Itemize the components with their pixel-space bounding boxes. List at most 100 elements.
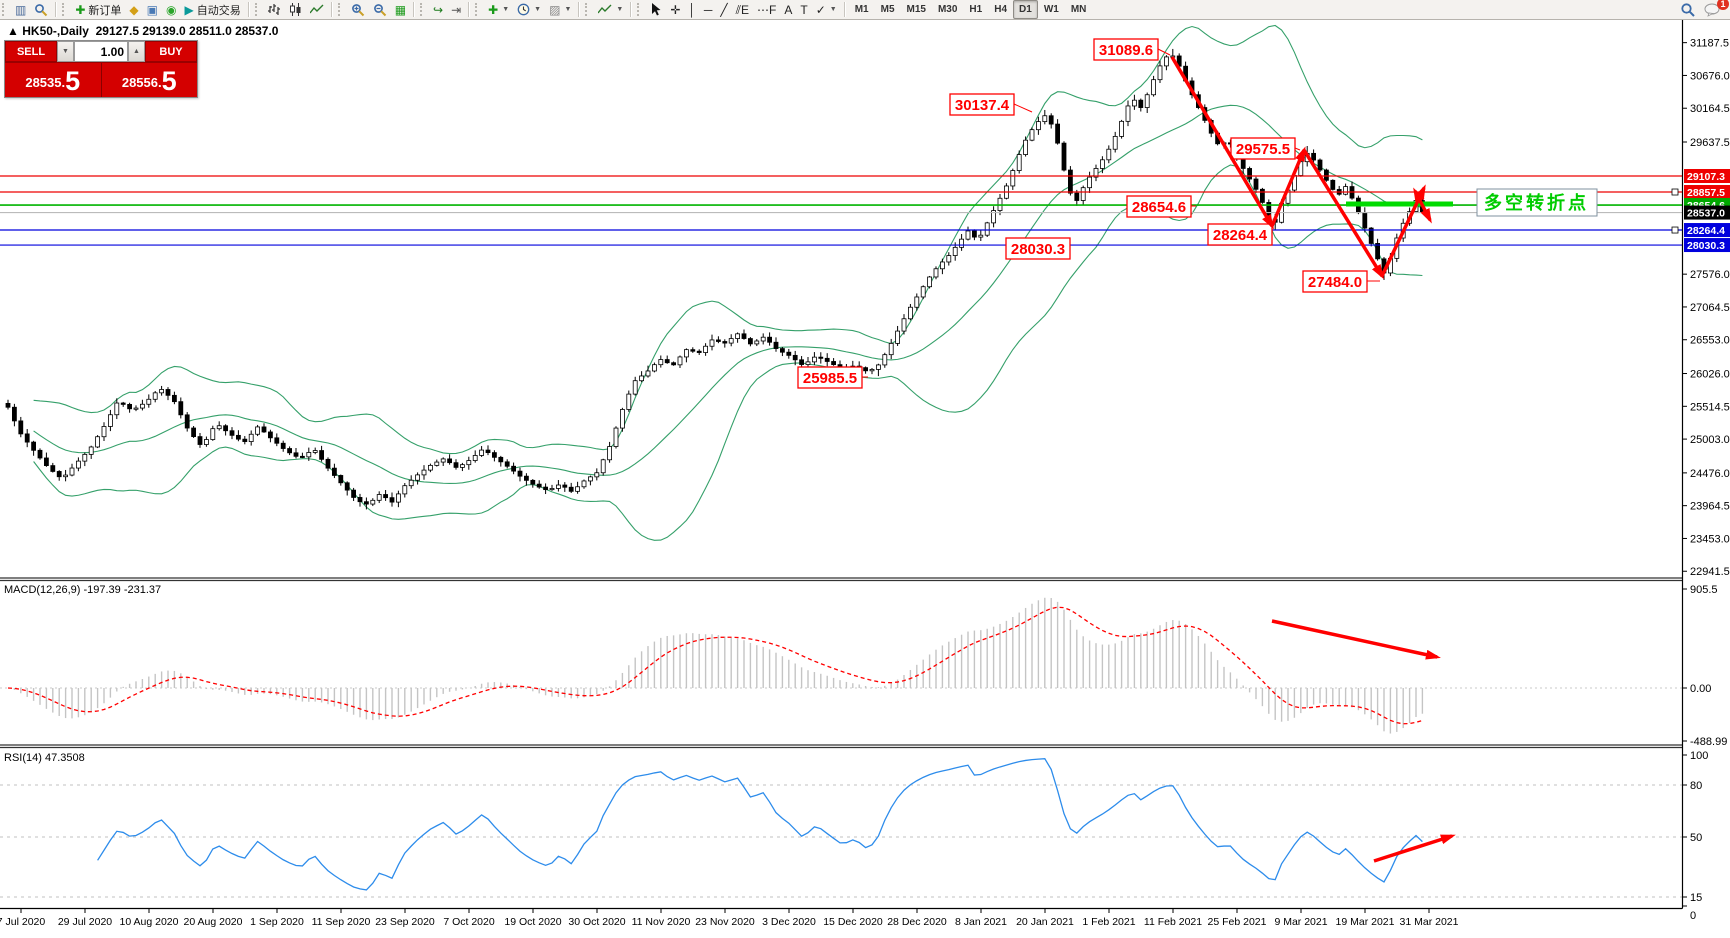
buy-price-pip: 5 — [161, 66, 177, 96]
price-tick: 26553.0 — [1690, 335, 1730, 347]
svg-text:多空转折点: 多空转折点 — [1484, 192, 1589, 213]
timeframe-MN[interactable]: MN — [1070, 4, 1087, 15]
svg-text:25985.5: 25985.5 — [803, 370, 857, 387]
price-tick: 30164.5 — [1690, 103, 1730, 115]
svg-text:0.00: 0.00 — [1690, 683, 1711, 695]
zoom-out-icon[interactable] — [369, 0, 391, 19]
price-annotation: 27484.0 — [1302, 270, 1380, 293]
toolbar-separator — [468, 2, 471, 17]
price-tick: 27576.0 — [1690, 269, 1730, 281]
price-annotation: 25985.5 — [797, 366, 868, 389]
toolbar-separator — [843, 2, 846, 17]
timeframe-M1[interactable]: M1 — [854, 4, 869, 15]
templates-button[interactable]: ▨ ▼ — [549, 2, 572, 17]
symbol-name: HK50-,Daily — [22, 24, 89, 38]
svg-text:29107.3: 29107.3 — [1687, 171, 1725, 183]
buy-button[interactable]: BUY — [145, 41, 197, 62]
price-tag — [1684, 185, 1730, 200]
price-tick: 29637.5 — [1690, 137, 1730, 149]
date-tick: 11 Sep 2020 — [312, 916, 371, 928]
text-icon[interactable]: A — [784, 2, 793, 17]
date-tick: 9 Mar 2021 — [1274, 916, 1327, 928]
toolbar-separator — [413, 2, 416, 17]
timeframe-D1[interactable]: D1 — [1013, 0, 1038, 19]
date-tick: 23 Sep 2020 — [375, 916, 435, 928]
svg-text:28030.3: 28030.3 — [1011, 241, 1065, 258]
buy-price[interactable]: 28556. 5 — [102, 63, 198, 97]
sell-price[interactable]: 28535. 5 — [5, 63, 101, 97]
toolbar-separator — [630, 2, 633, 17]
price-tick: 23453.0 — [1690, 533, 1730, 545]
price-annotation: 28030.3 — [1005, 237, 1071, 260]
crosshair-icon[interactable]: ✛ — [670, 2, 681, 17]
cleanup-icon[interactable]: ◆ — [129, 2, 139, 17]
text-label-icon[interactable]: T — [800, 2, 808, 17]
price-annotation: 28264.4 — [1207, 223, 1273, 246]
timeframe-H4[interactable]: H4 — [994, 4, 1008, 15]
periods-button[interactable]: ▼ — [513, 0, 545, 19]
toolbar-grip — [475, 3, 482, 16]
date-tick: 20 Jan 2021 — [1016, 916, 1074, 928]
date-tick: 7 Oct 2020 — [443, 916, 495, 928]
timeframe-M30[interactable]: M30 — [937, 4, 958, 15]
timeframe-H1[interactable]: H1 — [969, 4, 983, 15]
new-order-button[interactable]: ✚ 新订单 — [75, 2, 122, 17]
timeframe-W1[interactable]: W1 — [1043, 4, 1059, 15]
svg-text:28264.4: 28264.4 — [1687, 225, 1725, 237]
terminal-icon[interactable]: ▣ — [146, 2, 158, 17]
toolbar-grip — [337, 3, 345, 16]
bars-chart-icon[interactable] — [264, 0, 285, 19]
toolbar-grip — [62, 3, 69, 16]
volume-decrease-button[interactable]: ▼ — [57, 41, 74, 62]
indicators-button[interactable]: ✚ ▼ — [488, 2, 510, 17]
date-tick: 20 Aug 2020 — [184, 916, 243, 928]
search-icon[interactable] — [1680, 2, 1696, 18]
line-chart-icon[interactable] — [306, 0, 328, 19]
horizontal-line-icon[interactable]: ─ — [703, 2, 713, 17]
date-tick: 1 Sep 2020 — [250, 916, 304, 928]
chart-shift-icon[interactable]: ⇥ — [451, 2, 462, 17]
autotrading-button[interactable]: ▶ 自动交易 — [184, 2, 241, 17]
vertical-line-icon[interactable]: │ — [688, 2, 696, 17]
svg-text:31089.6: 31089.6 — [1099, 42, 1153, 59]
svg-text:100: 100 — [1690, 750, 1708, 762]
fibonacci-icon[interactable]: ⋯F — [757, 2, 777, 17]
cursor-icon[interactable] — [646, 0, 666, 19]
trend-arrow — [1170, 56, 1275, 230]
date-tick: 11 Feb 2021 — [1144, 916, 1202, 928]
toolbar-separator — [330, 2, 333, 17]
date-tick: 23 Nov 2020 — [695, 916, 755, 928]
svg-text:905.5: 905.5 — [1690, 584, 1718, 596]
chart-window-icon[interactable]: ▥ — [15, 2, 27, 17]
date-tick: 28 Dec 2020 — [887, 916, 947, 928]
date-tick: 10 Aug 2020 — [120, 916, 179, 928]
trendline-icon[interactable]: ╱ — [720, 2, 728, 17]
tile-windows-icon[interactable]: ▦ — [394, 2, 407, 17]
signals-icon[interactable]: ◉ — [165, 2, 177, 17]
date-tick: 30 Oct 2020 — [568, 916, 625, 928]
arrows-button[interactable]: ✓ ▼ — [815, 2, 837, 17]
price-tick: 25003.0 — [1690, 434, 1730, 446]
timeframe-M5[interactable]: M5 — [880, 4, 895, 15]
collapse-triangle-icon[interactable]: ▲ — [7, 24, 19, 38]
equidistant-channel-icon[interactable]: ⫽E — [735, 2, 749, 17]
preview-icon[interactable] — [30, 0, 52, 19]
turning-point-label: 多空转折点 — [1476, 188, 1598, 217]
date-tick: 11 Nov 2020 — [632, 916, 691, 928]
price-annotation: 31089.6 — [1093, 38, 1171, 61]
volume-increase-button[interactable]: ▲ — [128, 41, 145, 62]
trend-arrow — [1380, 184, 1426, 277]
candles-chart-icon[interactable] — [285, 0, 306, 19]
auto-scroll-icon[interactable]: ↪ — [433, 2, 444, 17]
rsi-label: RSI(14) 47.3508 — [4, 752, 85, 764]
zoom-in-icon[interactable] — [347, 0, 369, 19]
svg-text:50: 50 — [1690, 832, 1702, 844]
timeframe-M15[interactable]: M15 — [906, 4, 926, 15]
volume-input[interactable] — [74, 41, 128, 62]
sell-button[interactable]: SELL — [5, 41, 57, 62]
notifications-icon[interactable]: 1 — [1704, 0, 1729, 17]
chart-type-button[interactable]: ▼ — [594, 0, 627, 19]
buy-price-main: 28556. — [121, 75, 162, 90]
